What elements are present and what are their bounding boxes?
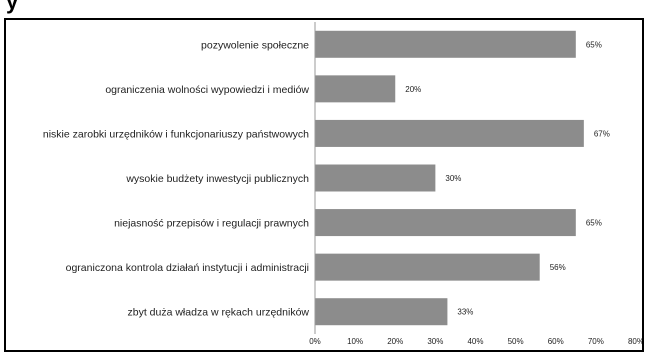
category-label: zbyt duża władza w rękach urzędników: [127, 307, 309, 319]
bar: [315, 164, 436, 192]
value-label: 65%: [586, 219, 602, 228]
chart-title-area: y: [0, 0, 648, 20]
value-label: 33%: [457, 308, 473, 317]
chart-panel: pozywolenie społeczne 65% ograniczenia wol…: [4, 18, 644, 352]
x-tick-label: 50%: [508, 337, 524, 346]
x-tick-label: 30%: [427, 337, 443, 346]
bar: [315, 253, 540, 281]
bar: [315, 298, 448, 326]
bar: [315, 209, 576, 237]
category-label: niejasność przepisów i regulacji prawnyc…: [114, 218, 309, 230]
x-tick-label: 40%: [467, 337, 483, 346]
category-label: niskie zarobki urzędników i funkcjonariu…: [43, 128, 309, 140]
bar: [315, 30, 576, 58]
value-label: 65%: [586, 40, 602, 49]
x-tick-label: 80%: [628, 337, 642, 346]
category-label: ograniczona kontrola działań instytucji …: [66, 262, 309, 274]
value-label: 30%: [445, 174, 461, 183]
x-tick-label: 60%: [548, 337, 564, 346]
bar: [315, 119, 584, 147]
x-tick-label: 10%: [347, 337, 363, 346]
value-label: 20%: [405, 85, 421, 94]
category-label: pozywolenie społeczne: [201, 39, 309, 51]
value-label: 67%: [594, 129, 610, 138]
x-tick-label: 70%: [588, 337, 604, 346]
category-label: ograniczenia wolności wypowiedzi i medió…: [105, 84, 309, 96]
x-tick-label: 0%: [309, 337, 321, 346]
bar: [315, 75, 396, 103]
x-tick-label: 20%: [387, 337, 403, 346]
chart-title: y: [6, 0, 19, 14]
category-label: wysokie budżety inwestycji publicznych: [125, 173, 309, 185]
value-label: 56%: [550, 263, 566, 272]
bar-chart: pozywolenie społeczne 65% ograniczenia wol…: [43, 22, 642, 346]
